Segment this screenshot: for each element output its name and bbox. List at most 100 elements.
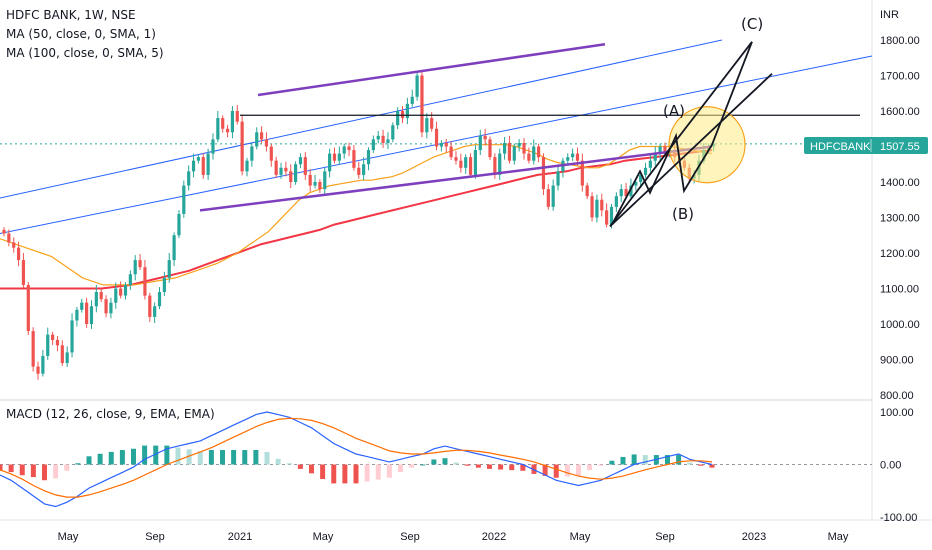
candle-body — [16, 247, 21, 261]
price-tick-label: 1300.00 — [880, 213, 920, 225]
candle-body — [99, 292, 103, 300]
candle-body — [7, 233, 11, 243]
candle-body — [289, 171, 293, 182]
candle-body — [303, 157, 307, 175]
macd-histogram-bar — [386, 464, 392, 478]
candle-body — [128, 274, 132, 285]
macd-histogram-bar — [231, 450, 237, 465]
candle-body — [148, 295, 152, 317]
candle-body — [634, 182, 638, 186]
candle-body — [590, 196, 594, 218]
price-tick-label: 800.00 — [880, 390, 914, 402]
candle-body — [94, 292, 98, 307]
price-axis[interactable]: 800.00 900.00 1000.00 1100.00 1200.00 1300.00… — [880, 35, 920, 524]
candle-body — [653, 153, 657, 161]
candle-body — [473, 150, 478, 175]
macd-tick-label: -100.00 — [880, 512, 917, 524]
ma50-legend[interactable]: MA (50, close, 0, SMA, 1) — [6, 27, 156, 41]
wave-label-c: (C) — [741, 15, 763, 33]
candle-body — [400, 111, 405, 119]
candle-body — [123, 284, 128, 296]
candle-body — [556, 171, 560, 186]
candle-body — [434, 128, 439, 147]
candle-body — [133, 260, 137, 275]
macd-histogram-bar — [464, 464, 470, 466]
macd-histogram-bar — [342, 464, 348, 484]
candles — [2, 71, 716, 380]
candle-body — [157, 292, 162, 307]
candle-body — [328, 153, 332, 172]
price-tag-bg — [804, 137, 928, 154]
macd-histogram-bar — [620, 456, 626, 465]
candle-body — [493, 157, 497, 175]
candle-body — [245, 160, 249, 172]
candle-body — [119, 288, 123, 296]
macd-histogram-bar — [564, 464, 570, 477]
chart-title[interactable]: HDFC BANK, 1W, NSE — [6, 8, 136, 22]
macd-histogram-bar — [75, 463, 81, 465]
candle-body — [464, 157, 468, 168]
wave-label-b: (B) — [672, 205, 694, 223]
candle-body — [357, 167, 361, 175]
price-tick-label: 1000.00 — [880, 319, 920, 331]
price-tick-label: 900.00 — [880, 355, 914, 367]
candle-body — [337, 153, 341, 161]
candle-body — [60, 345, 64, 364]
candle-body — [629, 185, 633, 197]
macd-line — [0, 411, 713, 508]
price-tag-value: 1507.55 — [880, 141, 920, 153]
candle-body — [663, 146, 667, 154]
candle-body — [284, 167, 288, 172]
candle-body — [21, 260, 26, 285]
candle-body — [391, 125, 395, 140]
candle-body — [537, 146, 541, 158]
candle-body — [109, 302, 113, 314]
candle-body — [187, 171, 191, 186]
ma50-path — [0, 144, 713, 286]
candle-body — [196, 157, 200, 161]
candle-body — [366, 150, 371, 165]
ma100-line — [0, 149, 713, 290]
candle-body — [362, 164, 366, 175]
time-tick-label: Sep — [145, 531, 165, 543]
candle-body — [648, 160, 652, 168]
price-tick-label: 1100.00 — [880, 284, 919, 296]
signal-line — [0, 417, 713, 498]
macd-histogram-bar — [665, 455, 670, 465]
ma100-path — [0, 149, 713, 290]
macd-histogram-bar — [108, 451, 114, 465]
macd-tick-label: 100.00 — [880, 407, 914, 419]
candle-body — [313, 182, 317, 186]
candle-body — [332, 153, 337, 161]
macd-histogram-bar — [220, 450, 225, 465]
ma100-legend[interactable]: MA (100, close, 0, SMA, 5) — [6, 46, 164, 60]
candle-body — [41, 355, 45, 374]
candle-body — [454, 157, 458, 161]
candle-body — [177, 213, 181, 236]
macd-histogram-bar — [286, 463, 292, 465]
macd-histogram-bar — [175, 447, 181, 465]
user-drawings[interactable] — [199, 41, 860, 228]
macd-histogram-bar — [542, 464, 548, 476]
macd-histogram-bar — [64, 464, 70, 471]
candle-body — [51, 334, 55, 340]
candle-body — [498, 153, 502, 175]
candle-body — [347, 146, 351, 151]
candle-body — [211, 139, 215, 154]
candle-body — [12, 242, 16, 248]
wave-label-a: (A) — [663, 102, 685, 120]
time-axis[interactable]: May Sep 2021 May Sep 2022 May Sep 2023 May — [58, 531, 849, 543]
candle-body — [274, 160, 278, 175]
candle-body — [551, 185, 555, 207]
candle-body — [502, 142, 507, 154]
macd-legend[interactable]: MACD (12, 26, close, 9, EMA, EMA) — [6, 407, 215, 421]
candle-body — [308, 174, 312, 186]
macd-histogram-bar — [709, 464, 715, 468]
price-tick-label: 1200.00 — [880, 248, 920, 260]
wave-channel-line-2 — [609, 73, 773, 228]
candle-body — [415, 75, 419, 97]
candle-body — [323, 171, 327, 190]
candle-body — [104, 299, 108, 314]
macd-histogram-bar — [353, 464, 359, 484]
